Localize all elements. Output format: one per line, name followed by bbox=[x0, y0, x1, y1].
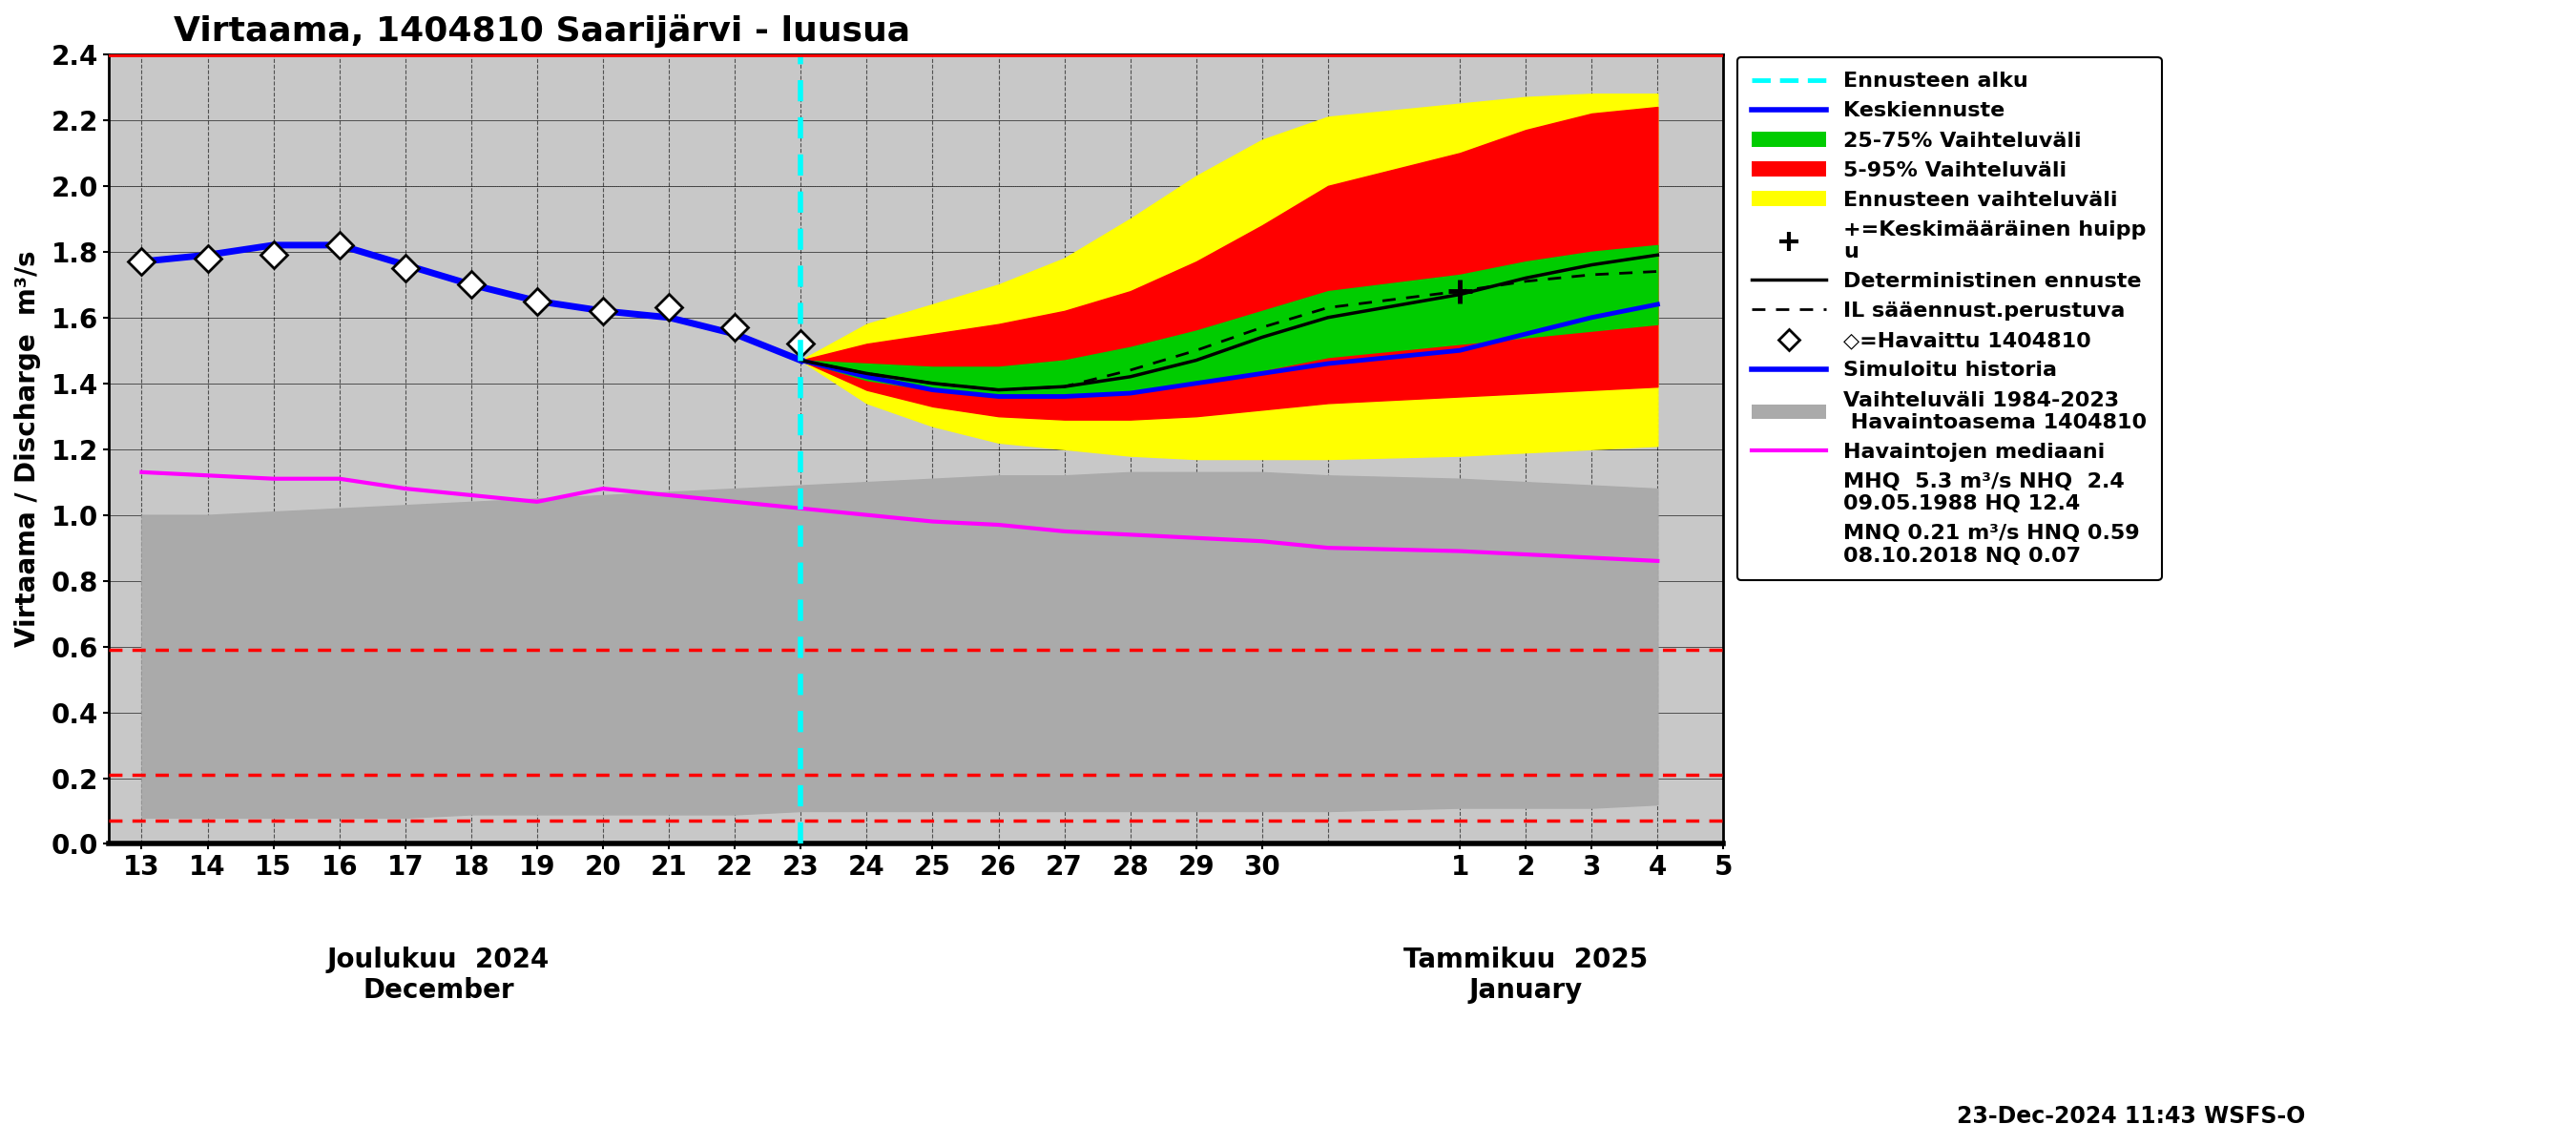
Text: Virtaama, 1404810 Saarijärvi - luusua: Virtaama, 1404810 Saarijärvi - luusua bbox=[173, 14, 909, 48]
Text: Joulukuu  2024
December: Joulukuu 2024 December bbox=[327, 947, 549, 1004]
Y-axis label: Virtaama / Discharge  m³/s: Virtaama / Discharge m³/s bbox=[15, 251, 41, 647]
Legend: Ennusteen alku, Keskiennuste, 25-75% Vaihteluväli, 5-95% Vaihteluväli, Ennusteen: Ennusteen alku, Keskiennuste, 25-75% Vai… bbox=[1736, 57, 2161, 581]
Text: 23-Dec-2024 11:43 WSFS-O: 23-Dec-2024 11:43 WSFS-O bbox=[1958, 1105, 2306, 1128]
Text: Tammikuu  2025
January: Tammikuu 2025 January bbox=[1404, 947, 1649, 1004]
